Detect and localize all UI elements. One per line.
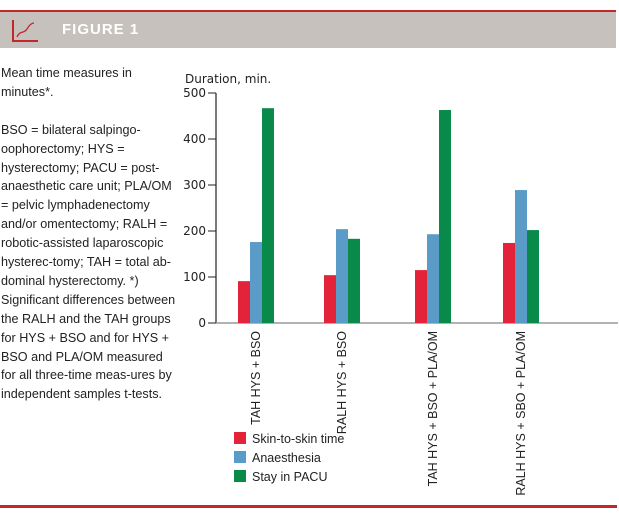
category-label: RALH HYS + SBO + PLA/OM xyxy=(514,331,528,496)
bar xyxy=(262,108,274,324)
legend-label: Anaesthesia xyxy=(252,451,321,465)
legend: Skin-to-skin time Anaesthesia Stay in PACU xyxy=(234,432,344,484)
bar xyxy=(503,242,515,323)
bar xyxy=(515,190,527,323)
y-axis-label: Duration, min. xyxy=(185,72,271,86)
caption-intro: Mean time measures in minutes*. xyxy=(1,66,132,99)
legend-label: Stay in PACU xyxy=(252,470,328,484)
y-tick-label: 500 xyxy=(183,86,206,100)
legend-swatch xyxy=(234,432,246,444)
category-label: TAH HYS + BSO + PLA/OM xyxy=(426,331,440,486)
y-axis: 0 100 200 300 400 500 xyxy=(183,86,217,330)
bar xyxy=(238,281,250,323)
y-tick-label: 400 xyxy=(183,132,206,146)
category-labels: TAH HYS + BSO RALH HYS + BSO TAH HYS + BSO… xyxy=(249,331,528,496)
bar xyxy=(348,238,360,323)
bar xyxy=(336,229,348,323)
bar xyxy=(324,275,336,323)
legend-swatch xyxy=(234,470,246,482)
figure-caption: Mean time measures in minutes*. BSO = bi… xyxy=(1,64,176,404)
figure-header: FIGURE 1 xyxy=(0,10,616,48)
bars xyxy=(238,108,539,324)
y-tick-label: 200 xyxy=(183,224,206,238)
bar xyxy=(439,110,451,323)
y-tick-label: 0 xyxy=(198,316,206,330)
figure-title: FIGURE 1 xyxy=(62,21,140,38)
category-label: TAH HYS + BSO xyxy=(249,331,263,425)
line-chart-icon xyxy=(12,20,38,42)
category-label: RALH HYS + BSO xyxy=(335,331,349,434)
bar xyxy=(250,242,262,323)
y-tick-label: 300 xyxy=(183,178,206,192)
legend-swatch xyxy=(234,451,246,463)
bar xyxy=(527,230,539,323)
bar xyxy=(427,234,439,323)
bottom-rule xyxy=(0,505,617,508)
legend-label: Skin-to-skin time xyxy=(252,432,344,446)
bar xyxy=(415,270,427,323)
y-tick-label: 100 xyxy=(183,270,206,284)
bar-chart: Duration, min. 0 100 200 300 400 500 TAH HYS … xyxy=(183,72,618,496)
caption-notes: BSO = bilateral salpingo-oophorectomy; H… xyxy=(1,122,176,402)
